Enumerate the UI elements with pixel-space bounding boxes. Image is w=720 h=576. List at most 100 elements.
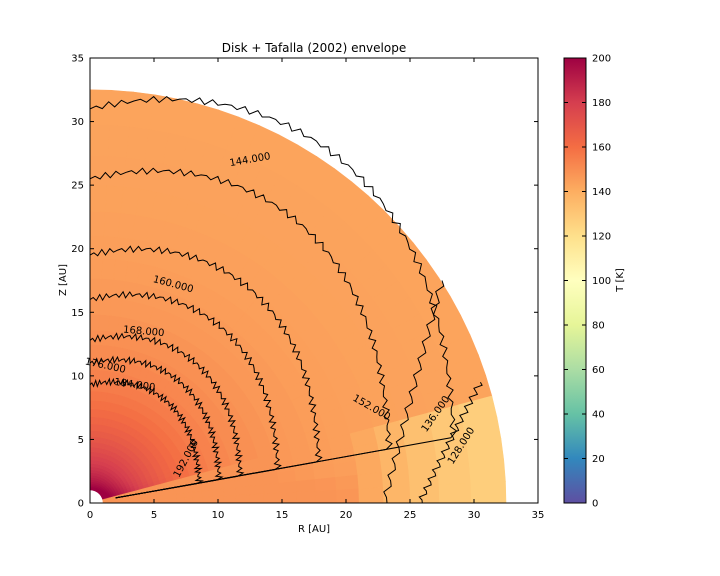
- heatmap-cell: [90, 313, 101, 331]
- heatmap-cell: [90, 210, 106, 237]
- heatmap-cell: [169, 498, 178, 503]
- x-tick-label: 30: [468, 510, 481, 521]
- x-tick-label: 5: [151, 510, 157, 521]
- heatmap-cell: [90, 416, 95, 425]
- colorbar-tick-label: 140: [592, 187, 611, 198]
- heatmap-cell: [381, 469, 411, 489]
- heatmap-cell: [103, 211, 122, 238]
- heatmap-cell: [145, 499, 152, 503]
- colorbar-tick-label: 60: [592, 365, 605, 376]
- colorbar-tick-label: 40: [592, 410, 605, 421]
- heatmap-cell: [136, 500, 142, 503]
- x-axis-ticks: 0 5 10 15 20 25 30 35: [87, 58, 545, 521]
- x-axis-label: R [AU]: [298, 524, 330, 535]
- contour-line-168: [90, 290, 282, 499]
- colorbar-label: T [K]: [615, 268, 626, 293]
- temperature-heatmap: [90, 89, 507, 503]
- contour-line-184: [90, 355, 224, 499]
- colorbar-tick-label: 80: [592, 321, 605, 332]
- heatmap-cell: [358, 487, 385, 503]
- heatmap-cell: [202, 496, 214, 503]
- heatmap-cell: [262, 482, 281, 495]
- heatmap-cell: [90, 329, 100, 345]
- heatmap-cell: [109, 90, 134, 127]
- contour-line-152: [90, 167, 393, 499]
- x-tick-label: 20: [340, 510, 353, 521]
- heatmap-cell: [235, 486, 250, 496]
- heatmap-cell: [90, 400, 96, 410]
- contour-line-136: [383, 280, 445, 503]
- heatmap-cell: [90, 408, 96, 418]
- heatmap-cell: [90, 123, 111, 157]
- heatmap-cell: [156, 498, 164, 503]
- heatmap-cell: [212, 495, 225, 503]
- contour-line-192: [90, 377, 204, 499]
- heatmap-cell: [90, 344, 99, 359]
- contour-label-168: 168.000: [123, 325, 165, 340]
- contour-lines: [90, 95, 483, 503]
- x-tick-label: 10: [212, 510, 225, 521]
- y-axis-label: Z [AU]: [58, 264, 69, 296]
- colorbar-ticks: 0 20 40 60 80 100 120 140 160 180 200: [564, 54, 611, 510]
- y-tick-label: 35: [71, 54, 84, 65]
- heatmap-cell: [223, 487, 237, 497]
- heatmap-cell: [156, 495, 164, 500]
- heatmap-cell: [382, 486, 411, 503]
- colorbar-tick-label: 160: [592, 143, 611, 154]
- heatmap-cell: [295, 479, 317, 493]
- heatmap-cell: [129, 500, 134, 503]
- contour-line-144: [90, 95, 458, 499]
- chart-title: Disk + Tafalla (2002) envelope: [222, 41, 406, 55]
- x-tick-label: 15: [276, 510, 289, 521]
- heatmap-cell: [279, 491, 298, 503]
- heatmap-cell: [90, 430, 95, 437]
- heatmap-cell: [105, 184, 124, 214]
- heatmap-cell: [248, 484, 265, 496]
- heatmap-cell: [438, 482, 472, 503]
- y-tick-label: 25: [71, 181, 84, 192]
- heatmap-cell: [249, 493, 265, 503]
- colorbar-tick-label: 100: [592, 276, 611, 287]
- x-tick-label: 25: [404, 510, 417, 521]
- y-axis-ticks: 0 5 10 15 20 25 30 35: [71, 54, 538, 510]
- heatmap-cell: [90, 390, 97, 401]
- heatmap-cell: [470, 481, 507, 503]
- heatmap-cell: [141, 499, 147, 503]
- y-tick-label: 15: [71, 308, 84, 319]
- colorbar-tick-label: 180: [592, 98, 611, 109]
- heatmap-cell: [126, 500, 130, 503]
- colorbar-tick-label: 120: [592, 232, 611, 243]
- colorbar: 0 20 40 60 80 100 120 140 160 180 200 T [K]: [563, 54, 626, 510]
- heatmap-cell: [223, 495, 237, 503]
- heatmap-cell: [90, 423, 95, 431]
- x-tick-label: 35: [532, 510, 545, 521]
- heatmap-cell: [184, 497, 194, 503]
- x-tick-label: 0: [87, 510, 93, 521]
- heatmap-cell: [162, 498, 170, 503]
- heatmap-cell: [192, 496, 204, 503]
- heatmap-cell: [102, 235, 119, 260]
- heatmap-cell: [176, 497, 186, 503]
- heatmap-cell: [263, 492, 281, 503]
- heatmap-cell: [278, 481, 298, 494]
- heatmap-cell: [192, 490, 203, 498]
- heatmap-cell: [168, 493, 178, 500]
- heatmap-cell: [335, 474, 360, 491]
- y-tick-label: 30: [71, 117, 84, 128]
- heatmap-cell: [90, 155, 109, 186]
- heatmap-cell: [107, 124, 131, 159]
- y-tick-label: 5: [78, 435, 84, 446]
- heatmap-cell: [90, 369, 98, 382]
- heatmap-cell: [90, 184, 108, 212]
- heatmap-cell: [201, 489, 214, 498]
- heatmap-cell: [235, 494, 251, 503]
- heatmap-cell: [183, 491, 194, 499]
- heatmap-cell: [468, 459, 506, 484]
- heatmap-cell: [90, 257, 104, 279]
- heatmap-cell: [357, 472, 384, 490]
- heatmap-cell: [132, 500, 138, 503]
- heatmap-cell: [162, 494, 170, 500]
- plot-frame: [89, 57, 539, 504]
- y-tick-label: 0: [78, 499, 84, 510]
